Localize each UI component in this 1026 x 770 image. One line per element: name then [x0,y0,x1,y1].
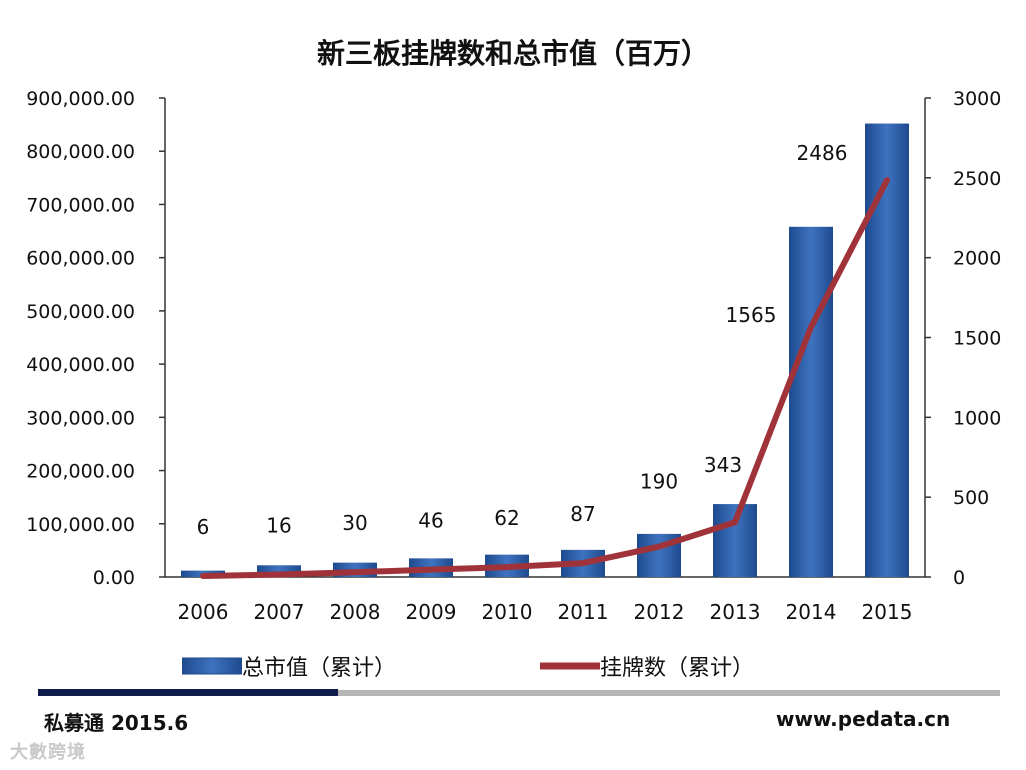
bar [789,226,833,577]
legend-line-swatch [540,662,600,670]
line-point [657,544,661,549]
y-right-tick-label: 1500 [953,328,1001,350]
y-right-tick-label: 500 [953,487,989,509]
y-left-tick-label: 700,000.00 [26,194,135,216]
line-data-label: 46 [418,509,443,533]
x-tick-label: 2010 [482,600,533,624]
y-left-tick-label: 300,000.00 [26,407,135,429]
x-tick-label: 2014 [786,600,837,624]
line-data-label: 30 [342,511,367,535]
line-data-label: 62 [494,506,519,530]
line-point [885,178,889,183]
y-right-tick-label: 2500 [953,168,1001,190]
y-left-tick-label: 500,000.00 [26,301,135,323]
line-data-label: 190 [640,470,678,494]
y-right-tick-label: 1000 [953,407,1001,429]
y-left-tick-label: 0.00 [93,567,135,589]
x-tick-label: 2013 [710,600,761,624]
x-tick-label: 2012 [634,600,685,624]
line-point [277,572,281,577]
legend-item-listings: 挂牌数（累计） [540,650,754,682]
footer-dark-bar [38,689,338,696]
line-point [353,570,357,575]
y-left-tick-label: 900,000.00 [26,88,135,110]
x-tick-label: 2007 [254,600,305,624]
line-data-label: 1565 [726,303,777,327]
x-tick-label: 2015 [862,600,913,624]
legend-item-market-value: 总市值（累计） [182,650,396,682]
y-left-tick-label: 200,000.00 [26,461,135,483]
bar [257,565,301,577]
legend-label-listings: 挂牌数（累计） [600,656,755,681]
line-point [581,561,585,566]
bar [865,123,909,578]
y-right-tick-label: 2000 [953,248,1001,270]
footer-source: 私募通 2015.6 [44,711,189,735]
line-point [809,325,813,330]
line-data-label: 87 [570,502,595,526]
x-tick-label: 2008 [330,600,381,624]
listings-line [200,177,890,580]
y-left-tick-label: 100,000.00 [26,514,135,536]
line-point [201,574,205,579]
chart-title: 新三板挂牌数和总市值（百万） [316,37,709,70]
line-data-label: 343 [704,453,742,477]
x-tick-label: 2009 [406,600,457,624]
line-point [505,565,509,570]
line-data-label: 2486 [797,141,848,165]
footer-website: www.pedata.cn [776,707,951,731]
line-point [429,567,433,572]
x-tick-label: 2006 [178,600,229,624]
legend-label-market-value: 总市值（累计） [242,656,397,681]
y-left-tick-label: 600,000.00 [26,248,135,270]
watermark: 大數跨境 [10,742,86,763]
y-right-tick-label: 3000 [953,88,1001,110]
x-tick-label: 2011 [558,600,609,624]
line-data-label: 16 [266,513,291,537]
y-left-tick-label: 400,000.00 [26,354,135,376]
line-point [733,520,737,525]
footer-gray-bar [338,690,1000,696]
line-data-label: 6 [197,515,210,539]
y-right-tick-label: 0 [953,567,965,589]
y-left-tick-label: 800,000.00 [26,141,135,163]
legend-bar-swatch [182,657,242,675]
